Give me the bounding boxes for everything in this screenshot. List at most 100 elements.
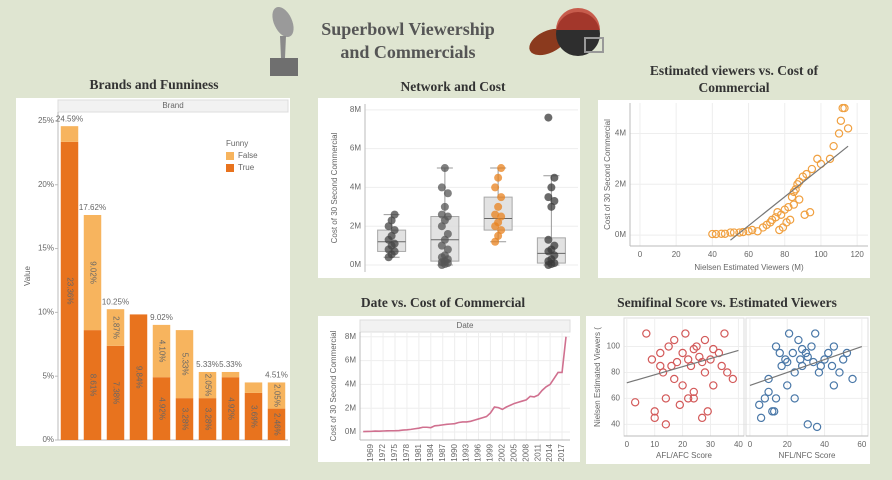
point (723, 368, 732, 377)
point (816, 361, 826, 371)
point (547, 183, 556, 192)
point (678, 348, 687, 358)
point (494, 173, 503, 182)
point (829, 141, 838, 151)
y-axis-label: Cost of 30 Second Commercial (603, 119, 612, 230)
point (670, 374, 679, 384)
y-axis-label: Nielsen Estimated Viewers ( (593, 327, 602, 427)
x-tick-label: 10 (650, 440, 659, 449)
y-tick-label: 40 (611, 419, 620, 428)
point (803, 420, 812, 429)
point (784, 202, 793, 212)
value-label: 9.02% (88, 261, 97, 284)
point (795, 195, 804, 204)
total-label: 5.33% (219, 360, 242, 369)
point (443, 245, 452, 254)
y-tick-label: 4M (345, 380, 356, 389)
bar-segment (175, 330, 194, 399)
bar-segment (267, 382, 286, 409)
y-tick-label: 2M (615, 179, 626, 188)
x-tick-label: 60 (744, 250, 753, 259)
point (802, 169, 811, 179)
point (764, 374, 773, 384)
point (630, 398, 640, 407)
value-label: 4.10% (157, 340, 166, 363)
point (735, 228, 744, 237)
chart-title: Estimated viewers vs. Cost of Commercial (649, 63, 819, 95)
bar-segment (152, 324, 171, 378)
point (494, 202, 503, 211)
point (700, 335, 710, 345)
point (726, 228, 735, 237)
point (661, 420, 671, 429)
point (797, 344, 807, 354)
point (843, 124, 853, 133)
point (703, 407, 712, 416)
y-tick-label: 0M (350, 260, 361, 269)
panel (598, 100, 870, 278)
point (825, 154, 835, 164)
point (829, 342, 839, 351)
line (363, 336, 567, 433)
point (497, 212, 506, 221)
x-tick-label: 2014 (545, 443, 554, 461)
point (791, 185, 800, 194)
value-label: 7.38% (111, 382, 120, 405)
point (728, 374, 738, 384)
bar-segment (83, 214, 102, 331)
total-label: 10.25% (102, 297, 129, 306)
point (647, 355, 657, 364)
value-label: 4.92% (157, 397, 166, 420)
value-label: 2.46% (272, 413, 281, 436)
point (437, 210, 446, 219)
point (781, 355, 790, 364)
total-label: 4.51% (265, 371, 288, 380)
header-strip (359, 319, 571, 333)
value-label: 2.87% (111, 316, 120, 339)
x-tick-label: 2005 (509, 443, 518, 461)
point (672, 357, 682, 367)
point (443, 212, 452, 221)
point (829, 381, 839, 390)
point (686, 361, 696, 371)
point (720, 229, 730, 239)
y-tick-label: 4M (350, 183, 361, 192)
y-tick-label: 20% (38, 180, 54, 189)
point (711, 229, 721, 239)
trend-line (749, 345, 863, 386)
bar-segment (267, 408, 286, 440)
legend-label: False (238, 151, 258, 160)
bar-segment (83, 330, 102, 440)
point (803, 352, 812, 362)
point (550, 196, 559, 205)
point (550, 241, 559, 250)
point (497, 226, 506, 235)
point (820, 355, 829, 364)
y-axis-label: Cost of 30 Second Commercial (330, 132, 339, 243)
bar-segment (106, 309, 125, 346)
football-helmet-icon (529, 8, 604, 56)
y-tick-label: 0M (615, 230, 626, 239)
x-tick-label: 40 (734, 440, 743, 449)
point (709, 381, 718, 390)
x-axis-label: AFL/AFC Score (656, 451, 713, 460)
point (717, 361, 726, 371)
point (807, 164, 817, 174)
point (497, 193, 506, 202)
total-label: 24.59% (56, 114, 83, 123)
point (788, 348, 798, 358)
x-tick-label: 80 (780, 250, 789, 259)
point (683, 394, 693, 403)
total-label: 17.62% (79, 203, 106, 212)
x-tick-label: 1975 (390, 443, 399, 461)
point (729, 228, 739, 237)
point (689, 344, 698, 354)
total-label: 5.33% (196, 360, 219, 369)
point (835, 368, 844, 377)
x-tick-label: 0 (638, 250, 643, 259)
panel (586, 316, 870, 464)
y-tick-label: 0% (42, 435, 54, 444)
point (664, 342, 673, 351)
point (443, 189, 452, 198)
